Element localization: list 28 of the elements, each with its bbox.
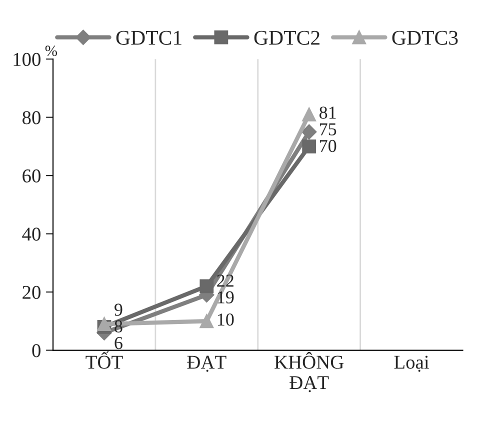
point xyxy=(302,139,316,154)
data-label: 6 xyxy=(114,336,122,350)
y-tick-label: 100 xyxy=(14,52,40,66)
point xyxy=(200,314,214,328)
point xyxy=(302,124,317,140)
x-tick-label: Loại xyxy=(394,356,429,372)
data-label: 75 xyxy=(320,123,336,136)
point xyxy=(97,317,112,331)
y-tick-label: 20 xyxy=(22,286,40,299)
legend-label: GDTC3 xyxy=(392,30,458,45)
data-label: 70 xyxy=(320,140,336,152)
y-tick-label: 0 xyxy=(32,344,40,358)
data-label: 19 xyxy=(218,291,234,304)
x-tick-label: TỐT xyxy=(86,351,123,369)
y-axis-title: % xyxy=(45,46,58,56)
legend-label: GDTC2 xyxy=(254,30,320,45)
legend-label: GDTC1 xyxy=(116,30,182,45)
point xyxy=(200,279,214,294)
point xyxy=(302,107,316,122)
data-label: 10 xyxy=(218,313,234,326)
y-tick-label: 60 xyxy=(22,169,40,182)
x-tick-label: ĐẠT xyxy=(187,356,226,372)
y-tick-label: 80 xyxy=(22,111,40,124)
data-label: 81 xyxy=(319,106,336,119)
y-tick-label: 40 xyxy=(22,228,40,241)
data-label: 22 xyxy=(217,274,234,287)
x-tick-label: KHÔNG ĐẠT xyxy=(274,352,344,392)
data-label: 9 xyxy=(114,304,122,316)
